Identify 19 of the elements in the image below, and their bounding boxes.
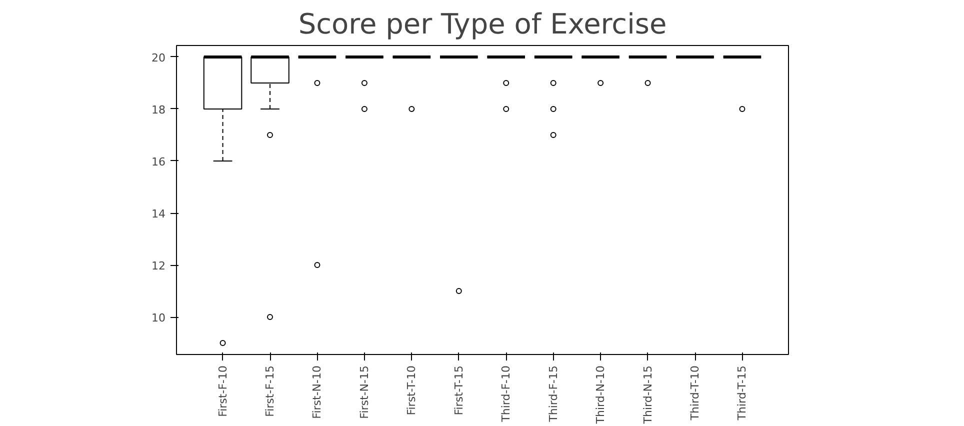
- x-tick-label: First-N-10: [310, 365, 324, 419]
- x-tick-label: Third-F-10: [500, 365, 513, 423]
- y-tick-label: 10: [152, 312, 166, 325]
- y-tick-label: 16: [152, 155, 166, 168]
- x-tick-label: First-F-10: [216, 365, 230, 417]
- x-tick-label: First-F-15: [264, 365, 276, 417]
- x-tick-label: Third-N-10: [594, 365, 608, 425]
- x-tick-label: Third-N-15: [641, 365, 654, 425]
- y-tick-label: 20: [152, 51, 166, 64]
- x-tick-label: Third-T-15: [736, 365, 749, 422]
- x-tick-label: First-T-15: [452, 365, 466, 416]
- x-tick-label: First-T-10: [405, 365, 418, 416]
- x-tick-label: Third-T-10: [688, 365, 702, 422]
- x-tick-label: Third-F-15: [546, 365, 560, 423]
- y-tick-label: 14: [152, 208, 166, 221]
- y-tick-label: 12: [152, 260, 166, 273]
- y-tick-label: 18: [152, 103, 166, 116]
- chart-title: Score per Type of Exercise: [298, 8, 667, 40]
- x-tick-label: First-N-15: [358, 365, 371, 419]
